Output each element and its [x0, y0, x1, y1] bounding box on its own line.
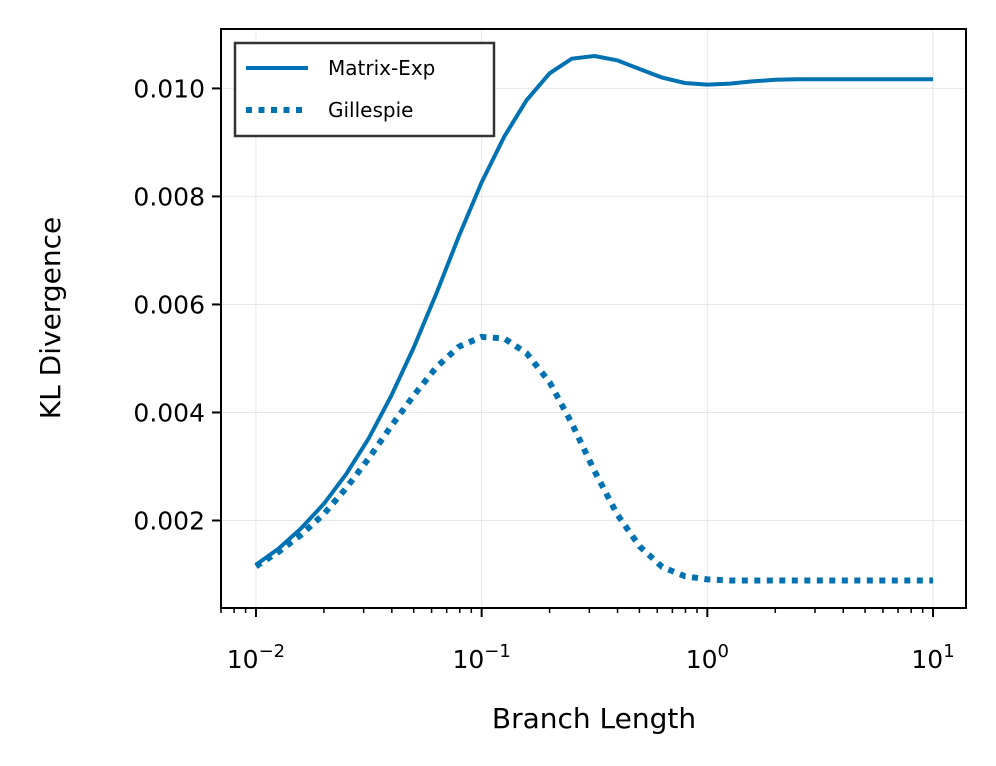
legend: Matrix-Exp Gillespie [233, 41, 496, 138]
x-tick-label: 10−2 [227, 641, 285, 674]
series-line-matrix-exp [254, 54, 933, 567]
legend-label: Gillespie [328, 98, 413, 122]
y-tick-label: 0.008 [133, 182, 205, 211]
y-axis-label: KL Divergence [34, 217, 67, 419]
series-line-gillespie [254, 333, 933, 584]
legend-label: Matrix-Exp [328, 56, 435, 80]
plot-frame [220, 28, 967, 609]
y-tick-label: 0.010 [133, 74, 205, 103]
y-tick-label: 0.006 [133, 290, 205, 319]
grid-layer [221, 29, 966, 608]
x-tick-label: 101 [911, 641, 954, 674]
legend-box [233, 41, 496, 138]
x-axis-label: Branch Length [492, 702, 696, 735]
y-tick-label: 0.004 [133, 398, 205, 427]
series-layer [254, 54, 933, 584]
x-tick-label: 10−1 [452, 641, 510, 674]
x-tick-label: 100 [686, 641, 729, 674]
y-tick-label: 0.002 [133, 507, 205, 536]
tick-layer: 0.002 0.004 0.006 0.008 0.010 10−2 10−1 100 101 [133, 74, 954, 674]
